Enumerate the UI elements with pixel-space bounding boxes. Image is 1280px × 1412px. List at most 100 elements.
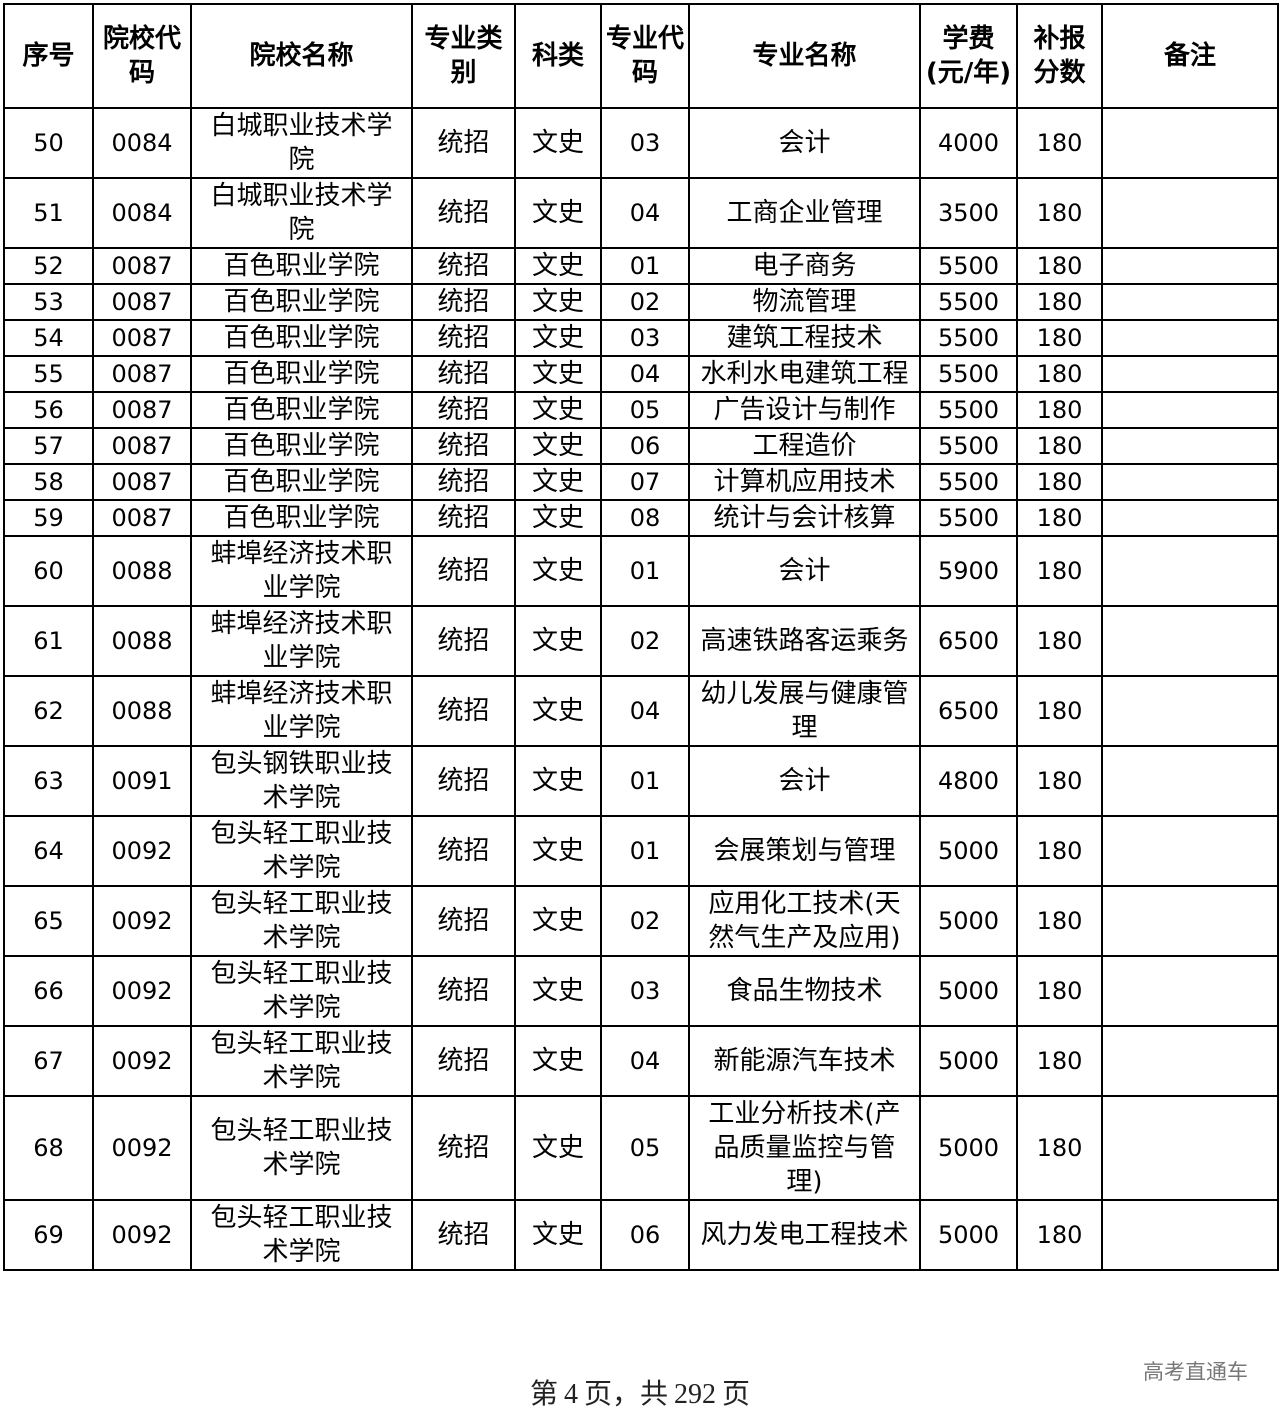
cell-score: 180 <box>1016 283 1103 321</box>
cell-major-name: 会展策划与管理 <box>688 815 921 887</box>
cell-remark <box>1101 499 1279 537</box>
cell-seq: 61 <box>3 605 94 677</box>
cell-seq: 51 <box>3 177 94 249</box>
cell-subject: 文史 <box>514 745 602 817</box>
cell-score: 180 <box>1016 1025 1103 1097</box>
cell-seq: 60 <box>3 535 94 607</box>
cell-major-type: 统招 <box>411 177 516 249</box>
cell-major-code: 07 <box>600 463 690 501</box>
cell-subject: 文史 <box>514 815 602 887</box>
cell-seq: 65 <box>3 885 94 957</box>
cell-subject: 文史 <box>514 247 602 285</box>
cell-remark <box>1101 177 1279 249</box>
cell-seq: 56 <box>3 391 94 429</box>
cell-major-name: 高速铁路客运乘务 <box>688 605 921 677</box>
cell-school-name: 包头轻工职业技术学院 <box>190 955 413 1027</box>
cell-major-code: 03 <box>600 955 690 1027</box>
table-row: 52 0087 百色职业学院 统招 文史 01 电子商务 5500 180 <box>3 247 1279 285</box>
cell-remark <box>1101 427 1279 465</box>
cell-score: 180 <box>1016 391 1103 429</box>
footer-mid: 页，共 <box>583 1379 668 1410</box>
cell-major-name: 食品生物技术 <box>688 955 921 1027</box>
cell-major-name: 建筑工程技术 <box>688 319 921 357</box>
current-page: 4 <box>563 1379 578 1410</box>
cell-remark <box>1101 955 1279 1027</box>
cell-score: 180 <box>1016 319 1103 357</box>
cell-seq: 52 <box>3 247 94 285</box>
cell-score: 180 <box>1016 1095 1103 1201</box>
cell-major-code: 01 <box>600 815 690 887</box>
cell-remark <box>1101 675 1279 747</box>
cell-major-code: 02 <box>600 283 690 321</box>
cell-score: 180 <box>1016 463 1103 501</box>
table-row: 54 0087 百色职业学院 统招 文史 03 建筑工程技术 5500 180 <box>3 319 1279 357</box>
cell-seq: 63 <box>3 745 94 817</box>
admission-table: 序号 院校代码 院校名称 专业类别 科类 专业代码 专业名称 学费(元/年) 补报分数 备注 50… <box>3 3 1279 1271</box>
cell-subject: 文史 <box>514 283 602 321</box>
cell-score: 180 <box>1016 355 1103 393</box>
cell-school-name: 百色职业学院 <box>190 247 413 285</box>
header-major-type: 专业类别 <box>411 3 516 109</box>
cell-subject: 文史 <box>514 605 602 677</box>
cell-major-code: 01 <box>600 247 690 285</box>
cell-remark <box>1101 605 1279 677</box>
cell-score: 180 <box>1016 675 1103 747</box>
table-row: 67 0092 包头轻工职业技术学院 统招 文史 04 新能源汽车技术 5000 180 <box>3 1025 1279 1097</box>
cell-tuition: 5500 <box>919 463 1018 501</box>
cell-major-name: 工商企业管理 <box>688 177 921 249</box>
cell-school-name: 蚌埠经济技术职业学院 <box>190 675 413 747</box>
cell-remark <box>1101 885 1279 957</box>
cell-score: 180 <box>1016 605 1103 677</box>
cell-major-code: 04 <box>600 1025 690 1097</box>
cell-major-type: 统招 <box>411 355 516 393</box>
cell-seq: 62 <box>3 675 94 747</box>
table-row: 68 0092 包头轻工职业技术学院 统招 文史 05 工业分析技术(产品质量监控与管理) 5… <box>3 1095 1279 1201</box>
table-row: 62 0088 蚌埠经济技术职业学院 统招 文史 04 幼儿发展与健康管理 6500 180 <box>3 675 1279 747</box>
cell-major-type: 统招 <box>411 1025 516 1097</box>
cell-seq: 54 <box>3 319 94 357</box>
cell-major-name: 工业分析技术(产品质量监控与管理) <box>688 1095 921 1201</box>
cell-major-code: 06 <box>600 427 690 465</box>
cell-major-code: 01 <box>600 535 690 607</box>
cell-remark <box>1101 463 1279 501</box>
cell-score: 180 <box>1016 427 1103 465</box>
header-major-name: 专业名称 <box>688 3 921 109</box>
cell-remark <box>1101 391 1279 429</box>
cell-tuition: 5500 <box>919 355 1018 393</box>
cell-major-name: 会计 <box>688 745 921 817</box>
cell-school-code: 0091 <box>92 745 192 817</box>
cell-major-name: 新能源汽车技术 <box>688 1025 921 1097</box>
cell-remark <box>1101 355 1279 393</box>
cell-remark <box>1101 247 1279 285</box>
table-row: 50 0084 白城职业技术学院 统招 文史 03 会计 4000 180 <box>3 107 1279 179</box>
cell-tuition: 6500 <box>919 675 1018 747</box>
table-row: 57 0087 百色职业学院 统招 文史 06 工程造价 5500 180 <box>3 427 1279 465</box>
cell-subject: 文史 <box>514 499 602 537</box>
cell-score: 180 <box>1016 1199 1103 1271</box>
header-seq: 序号 <box>3 3 94 109</box>
cell-score: 180 <box>1016 955 1103 1027</box>
cell-major-name: 水利水电建筑工程 <box>688 355 921 393</box>
cell-subject: 文史 <box>514 391 602 429</box>
cell-major-type: 统招 <box>411 247 516 285</box>
cell-major-name: 广告设计与制作 <box>688 391 921 429</box>
cell-school-name: 白城职业技术学院 <box>190 107 413 179</box>
cell-major-name: 风力发电工程技术 <box>688 1199 921 1271</box>
cell-seq: 58 <box>3 463 94 501</box>
cell-major-type: 统招 <box>411 283 516 321</box>
cell-tuition: 6500 <box>919 605 1018 677</box>
cell-school-name: 百色职业学院 <box>190 463 413 501</box>
cell-seq: 57 <box>3 427 94 465</box>
cell-major-name: 应用化工技术(天然气生产及应用) <box>688 885 921 957</box>
cell-major-code: 05 <box>600 391 690 429</box>
cell-school-code: 0087 <box>92 463 192 501</box>
cell-subject: 文史 <box>514 1199 602 1271</box>
cell-subject: 文史 <box>514 427 602 465</box>
cell-school-name: 百色职业学院 <box>190 391 413 429</box>
table-row: 64 0092 包头轻工职业技术学院 统招 文史 01 会展策划与管理 5000 180 <box>3 815 1279 887</box>
cell-major-code: 04 <box>600 355 690 393</box>
cell-major-type: 统招 <box>411 319 516 357</box>
cell-major-code: 02 <box>600 605 690 677</box>
cell-school-code: 0087 <box>92 247 192 285</box>
cell-school-name: 包头轻工职业技术学院 <box>190 1095 413 1201</box>
